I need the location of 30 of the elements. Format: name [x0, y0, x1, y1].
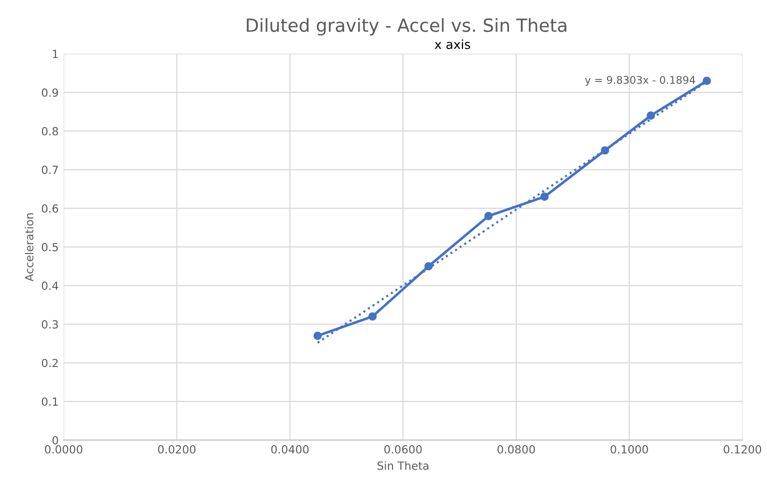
- y-tick-label: 0.4: [42, 282, 58, 290]
- x-tick-label: 0.0800: [497, 445, 535, 454]
- x-tick-label: 0.0400: [271, 445, 309, 454]
- y-tick-label: 0.7: [42, 166, 58, 174]
- y-tick-label: 0.2: [42, 358, 58, 368]
- x-tick-label: 0.1000: [610, 445, 648, 454]
- y-tick-label: 0.1: [42, 397, 58, 406]
- y-tick-label: 1: [52, 50, 58, 58]
- y-tick-label: 0.9: [42, 88, 58, 97]
- point: [368, 312, 377, 321]
- point: [646, 111, 655, 120]
- y-tick-label: 0.5: [42, 242, 58, 252]
- x-tick-label: 0.0000: [44, 445, 82, 454]
- chart-title: Diluted gravity - Accel vs. Sin Theta: [246, 18, 566, 36]
- y-axis-title: Acceleration: [24, 213, 34, 282]
- x-tick-label: 0.0200: [158, 445, 196, 454]
- point: [540, 192, 549, 201]
- chart-subtitle: x axis: [434, 39, 470, 50]
- y-tick-label: 0: [52, 436, 58, 444]
- x-tick-label: 0.1200: [724, 445, 762, 454]
- point: [484, 212, 493, 220]
- x-tick-label: 0.0600: [384, 445, 422, 454]
- y-tick-label: 0.3: [42, 320, 58, 329]
- point: [424, 262, 433, 270]
- point: [702, 76, 711, 85]
- y-tick-label: 0.8: [42, 127, 58, 136]
- x-axis-title: Sin Theta: [378, 461, 428, 470]
- annotation: y = 9.8303x - 0.1894: [585, 76, 696, 86]
- point: [313, 332, 322, 340]
- y-tick-label: 0.6: [42, 204, 58, 213]
